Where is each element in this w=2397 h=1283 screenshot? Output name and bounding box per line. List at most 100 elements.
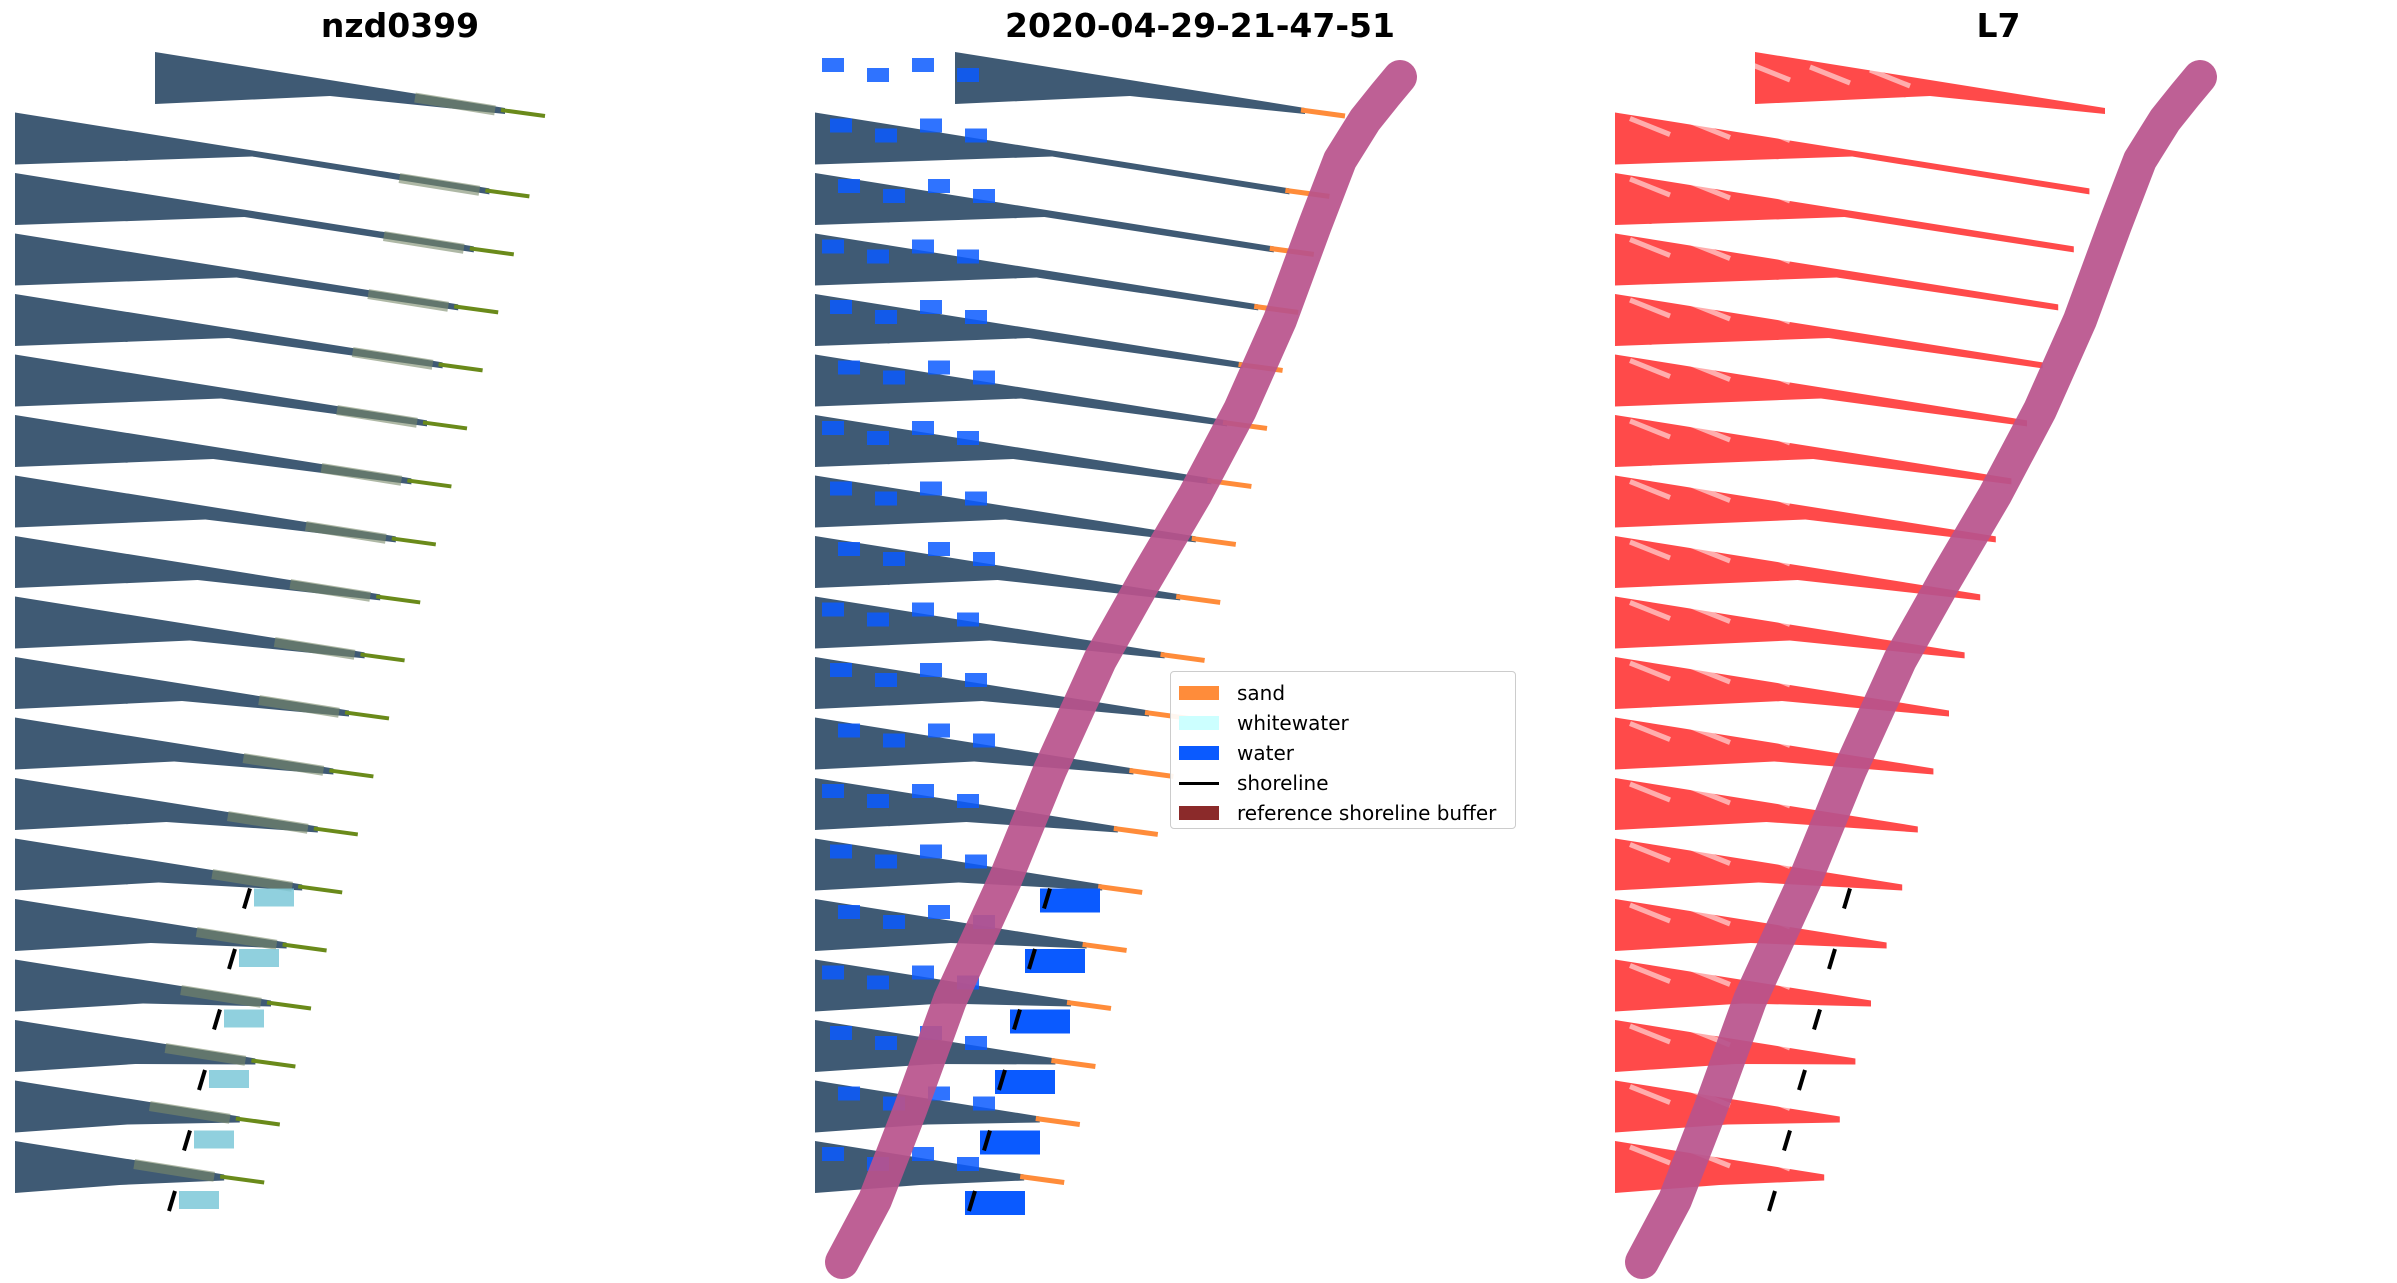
image-strip	[815, 838, 1103, 891]
legend-label: sand	[1237, 681, 1286, 705]
index-texture	[1749, 848, 1791, 869]
index-texture	[1629, 297, 1671, 319]
strip-tip	[313, 826, 359, 837]
index-texture	[1809, 911, 1851, 933]
shoreline-segment	[1042, 887, 1052, 910]
index-texture	[1689, 905, 1731, 927]
image-strip	[815, 112, 1290, 195]
legend-swatch-whitewater	[1179, 716, 1219, 730]
water-pixels	[920, 118, 942, 133]
index-texture	[1809, 1032, 1851, 1054]
index-texture	[1689, 361, 1731, 382]
sand-pixels	[1129, 767, 1174, 779]
index-texture	[1689, 58, 1731, 80]
panel-classified-image: 2020-04-29-21-47-51	[800, 0, 1600, 1283]
index-texture	[1629, 1023, 1671, 1045]
strip-tip	[485, 188, 530, 199]
strip-tip	[360, 652, 405, 663]
land-texture	[273, 637, 356, 660]
index-texture	[1869, 491, 1911, 512]
water-pixels	[838, 1086, 860, 1101]
index-texture	[1629, 902, 1671, 924]
whitewater-patch	[194, 1130, 234, 1149]
image-strip	[15, 475, 396, 543]
water-pixels	[830, 481, 852, 496]
shoreline-segment	[1827, 948, 1837, 970]
legend-item-water: water	[1179, 738, 1507, 768]
classification-legend: sand whitewater water shoreline referenc…	[1170, 671, 1516, 829]
image-strip	[955, 52, 1305, 114]
legend-label: water	[1237, 741, 1294, 765]
index-texture	[1689, 603, 1731, 624]
panel-title-date: 2020-04-29-21-47-51	[1005, 6, 1395, 45]
image-strip	[15, 173, 474, 253]
water-pixels	[830, 118, 852, 133]
shoreline-segment	[197, 1069, 207, 1091]
legend-swatch-reference-buffer	[1179, 806, 1219, 820]
strip-tip	[282, 942, 327, 953]
shoreline-segment	[1767, 1190, 1777, 1212]
shoreline-segment	[982, 1129, 992, 1152]
index-texture	[1869, 551, 1911, 573]
water-pixels	[920, 300, 942, 314]
index-texture	[1869, 1035, 1911, 1057]
water-pixels	[830, 663, 852, 677]
water-pixels	[928, 723, 950, 738]
index-texture	[1689, 966, 1731, 987]
legend-item-whitewater: whitewater	[1179, 708, 1507, 738]
land-texture	[227, 811, 309, 834]
index-texture	[1749, 182, 1791, 204]
index-texture	[1749, 122, 1791, 143]
water-pixels	[867, 794, 889, 808]
water-pixels	[883, 552, 905, 566]
panel-title-satellite: L7	[1976, 6, 2021, 45]
index-texture	[1749, 606, 1791, 627]
index-texture	[1629, 358, 1671, 379]
strip-tip	[344, 710, 390, 721]
whitewater-patch	[254, 888, 294, 907]
image-strip	[815, 233, 1259, 311]
index-texture	[1809, 488, 1851, 509]
sand-pixels	[1035, 1115, 1081, 1127]
index-texture	[1809, 306, 1851, 328]
water-pixels	[965, 310, 987, 324]
water-pixels	[912, 1147, 934, 1161]
legend-item-shoreline: shoreline	[1179, 768, 1507, 798]
land-texture	[320, 463, 403, 486]
water-pixels	[822, 239, 844, 254]
image-strip	[15, 233, 459, 311]
index-texture	[1689, 784, 1731, 806]
land-texture	[133, 1159, 215, 1182]
water-pixels	[838, 905, 860, 919]
legend-item-reference-buffer: reference shoreline buffer	[1179, 798, 1507, 828]
water-pixels	[973, 370, 995, 385]
image-strip	[15, 1141, 225, 1193]
index-texture	[1869, 430, 1911, 452]
index-texture	[1869, 128, 1911, 149]
water-pixels	[883, 370, 905, 385]
water-pixels	[875, 128, 897, 143]
index-texture	[1689, 482, 1731, 503]
water-pixels	[912, 784, 934, 798]
water-pixels	[830, 300, 852, 314]
index-texture	[1749, 1090, 1791, 1111]
index-strip	[1615, 778, 1918, 833]
water-pixels	[957, 68, 979, 82]
panel-rgb-image: nzd0399	[0, 0, 800, 1283]
index-texture	[1869, 309, 1911, 331]
shoreline-segment	[1797, 1069, 1807, 1091]
index-texture	[1749, 666, 1791, 688]
index-texture	[1629, 842, 1671, 863]
index-texture	[1629, 1084, 1671, 1105]
sand-pixels	[1066, 999, 1112, 1011]
index-strip	[1615, 173, 2074, 253]
image-strip	[815, 173, 1274, 253]
water-pixels	[965, 128, 987, 143]
legend-label: shoreline	[1237, 771, 1329, 795]
water-pixels	[838, 542, 860, 556]
water-pixels	[875, 854, 897, 869]
index-texture	[1689, 724, 1731, 745]
water-pixels	[875, 1036, 897, 1050]
index-texture	[1869, 249, 1911, 270]
legend-swatch-water	[1179, 746, 1219, 760]
